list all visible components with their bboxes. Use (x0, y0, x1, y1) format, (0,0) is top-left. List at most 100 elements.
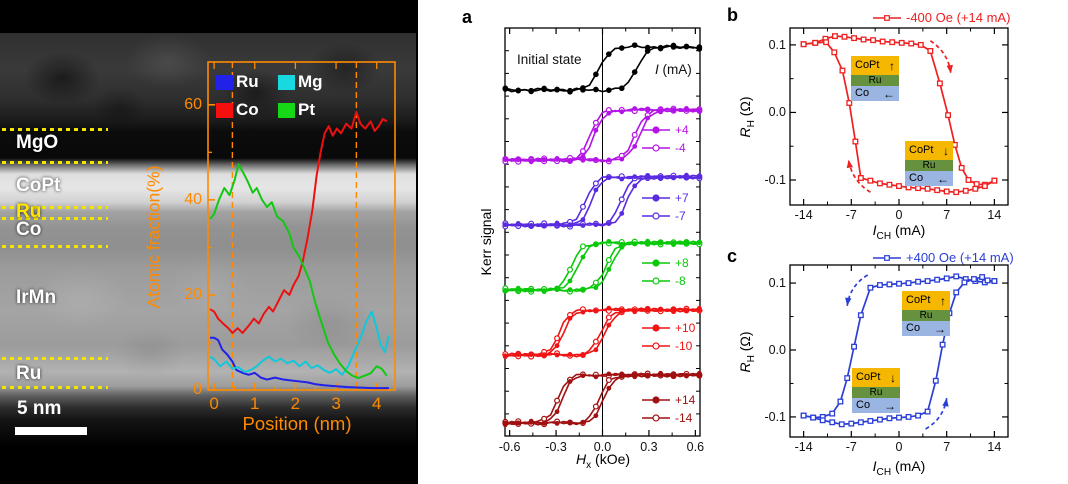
mg-color-swatch (278, 74, 295, 90)
x-tick-label: 0 (895, 208, 903, 222)
y-tick-label: -0.1 (764, 173, 786, 187)
legend-entry--14: -14 (641, 411, 692, 425)
layer-stack-inset-upper-middle: CoPt ↑ Ru Co → (902, 291, 950, 336)
legend-entry-+14: +14 (641, 393, 695, 407)
inset-layer-ru: Ru (902, 310, 950, 321)
layer-stack-inset-upper-left: CoPt ↑ Ru Co ← (851, 56, 899, 101)
panel-c-label: c (727, 246, 738, 266)
legend-marker-open-square (873, 254, 901, 261)
layer-boundary-line (2, 386, 108, 389)
tem-panel: MgO CoPt Ru Co IrMn Ru Ru Mg Co Pt 0 20 40 60 0 1 2 3 4 … (0, 0, 418, 484)
panel-b-label: b (727, 5, 738, 25)
legend-entry--7: -7 (641, 209, 686, 223)
inset-layer-co: Co ← (905, 171, 953, 186)
panel-c-legend: +400 Oe (+14 mA) (872, 250, 1014, 265)
inset-layer-copt: CoPt ↑ (902, 291, 950, 310)
scale-bar (15, 427, 87, 435)
layer-label-co: Co (16, 219, 42, 240)
panel-a-y-axis-label: Kerr signal (478, 208, 494, 276)
filled-circle-marker-icon (642, 194, 670, 202)
inset-layer-name: Co (906, 322, 921, 334)
eds-y-tick-label: 0 (193, 381, 202, 398)
x-tick-label: -14 (794, 208, 813, 222)
x-tick-label: 7 (943, 440, 951, 454)
inset-layer-name: CoPt (856, 371, 881, 383)
magnetization-arrow-left-icon: ← (937, 171, 949, 186)
y-tick-label: 0.1 (768, 37, 786, 52)
x-tick-label: 0 (895, 440, 903, 454)
magnetization-arrow-right-icon: → (934, 321, 946, 336)
legend-label: -8 (675, 274, 686, 288)
legend-label: -14 (675, 411, 693, 425)
layer-label-ru: Ru (16, 363, 42, 384)
open-circle-marker-icon (642, 414, 670, 422)
x-tick-label: -14 (794, 440, 813, 454)
layer-label-irmn: IrMn (16, 287, 57, 308)
layer-boundary-line (2, 128, 108, 131)
inset-layer-name: Ru (919, 309, 933, 321)
panel-a: a Initial state I (mA) Kerr signal Hx (k… (455, 0, 715, 484)
filled-circle-marker-icon (642, 324, 670, 332)
panel-a-x-tick-label: -0.6 (498, 440, 521, 454)
panel-c: c +400 Oe (+14 mA) RH (Ω) ICH (mA) 0.1 0.… (715, 242, 1068, 484)
magnetization-arrow-down-icon: ↓ (943, 143, 949, 158)
x-tick-label: -7 (845, 440, 857, 454)
layer-boundary-line (2, 206, 108, 209)
magnetization-arrow-left-icon: ← (883, 86, 895, 101)
y-tick-label: -0.1 (764, 409, 786, 424)
legend-label: +14 (675, 393, 696, 407)
rh-loop-plot-b (789, 27, 1009, 206)
panel-b-legend: -400 Oe (+14 mA) (872, 10, 1010, 25)
open-circle-marker-icon (642, 144, 670, 152)
inset-layer-name: Ru (868, 74, 882, 86)
legend-label: +7 (675, 191, 689, 205)
eds-x-tick-label: 4 (371, 394, 382, 413)
eds-x-tick-label: 2 (290, 394, 301, 413)
rh-loop-plot-c (789, 264, 1009, 438)
inset-layer-name: Ru (869, 386, 883, 398)
panel-a-x-tick-label: 0.3 (640, 440, 658, 454)
inset-layer-ru: Ru (851, 75, 899, 86)
layer-boundary-line (2, 217, 108, 220)
magnetization-arrow-up-icon: ↑ (940, 293, 946, 308)
inset-layer-ru: Ru (852, 387, 900, 398)
inset-layer-name: Co (856, 399, 871, 411)
eds-legend: Ru Mg Co Pt (216, 68, 340, 124)
layer-boundary-line (2, 357, 108, 360)
eds-legend-label: Ru (236, 72, 259, 91)
x-tick-label: 14 (987, 440, 1002, 454)
panel-a-x-tick-label: 0.6 (686, 440, 705, 454)
legend-label: -10 (675, 339, 693, 353)
open-circle-marker-icon (642, 277, 670, 285)
initial-state-annotation: Initial state (517, 52, 582, 67)
panel-b-x-axis-label: ICH (mA) (872, 222, 926, 242)
inset-layer-co: Co ← (851, 86, 899, 101)
magnetization-arrow-right-icon: → (884, 398, 896, 413)
open-circle-marker-icon (642, 212, 670, 220)
inset-layer-co: Co → (902, 321, 950, 336)
legend-entry-+10: +10 (641, 321, 695, 335)
y-tick-label: 0.1 (768, 276, 786, 291)
pt-color-swatch (278, 102, 295, 118)
inset-layer-ru: Ru (905, 160, 953, 171)
eds-legend-item-ru: Ru (216, 68, 278, 96)
eds-legend-item-co: Co (216, 96, 278, 124)
current-header: I (mA) (655, 62, 692, 77)
eds-y-tick-label: 20 (184, 285, 202, 303)
ru-color-swatch (216, 74, 233, 90)
eds-legend-label: Pt (298, 100, 315, 119)
legend-entry-+4: +4 (641, 123, 689, 137)
panel-b-legend-text: -400 Oe (+14 mA) (906, 10, 1011, 25)
inset-layer-copt: CoPt ↓ (905, 141, 953, 160)
eds-x-axis-label: Position (nm) (242, 413, 352, 434)
legend-label: -7 (675, 209, 686, 223)
x-tick-label: 14 (987, 208, 1002, 222)
panel-a-x-tick-label: 0.0 (593, 440, 612, 454)
legend-label: +4 (675, 123, 689, 137)
kerr-loops-plot (502, 27, 703, 437)
panel-c-legend-text: +400 Oe (+14 mA) (906, 250, 1014, 265)
panel-c-x-axis-label: ICH (mA) (872, 458, 926, 478)
inset-layer-co: Co → (852, 398, 900, 413)
magnetization-arrow-down-icon: ↓ (890, 370, 896, 385)
